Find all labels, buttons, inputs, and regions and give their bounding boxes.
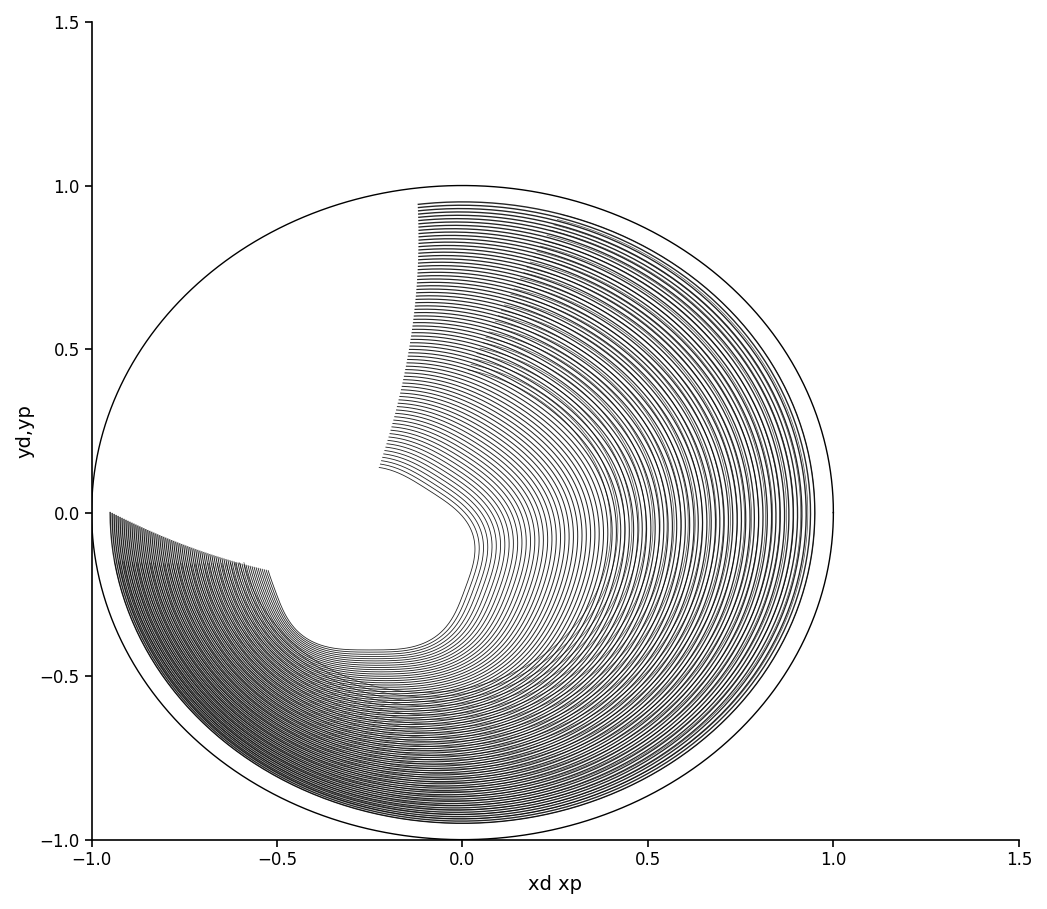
Y-axis label: yd,yp: yd,yp — [15, 404, 34, 458]
X-axis label: xd xp: xd xp — [529, 875, 582, 894]
